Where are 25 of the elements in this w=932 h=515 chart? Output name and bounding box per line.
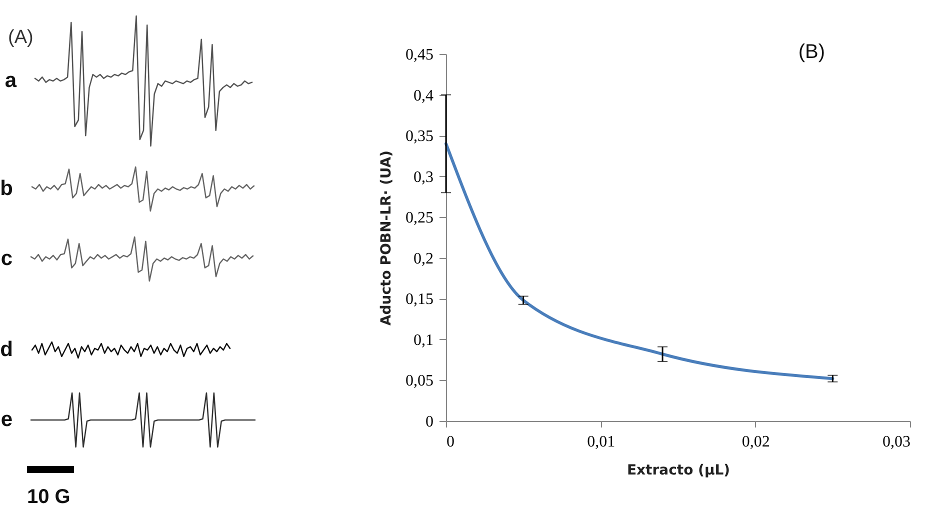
- text: b: [0, 177, 13, 200]
- text: e: [0, 408, 13, 431]
- chart-title: d: [0, 338, 13, 361]
- y-tick-label: 0,4: [414, 87, 434, 104]
- y-tick-label: 0,3: [414, 168, 434, 186]
- x-tick-label: 0,01: [587, 434, 616, 450]
- y-tick-label: 0,05: [406, 372, 434, 390]
- text: c: [0, 247, 13, 270]
- y-tick-label: 0,45: [406, 46, 434, 64]
- line-series: [444, 142, 834, 380]
- x-axis-title: Extracto (µL): [626, 462, 730, 478]
- y-tick-label: 0,25: [406, 210, 434, 227]
- y-tick-label: 0,15: [406, 291, 434, 308]
- chart-title: (B): [798, 41, 825, 63]
- x-tick-label: 0,03: [882, 434, 910, 450]
- x-tick-label: 0,02: [742, 434, 770, 450]
- text: a: [4, 69, 17, 92]
- y-tick-label: 0: [426, 414, 434, 430]
- y-tick-label: 0,35: [406, 128, 434, 146]
- y-tick-label: 0,2: [414, 250, 434, 268]
- x-tick-label: 0: [446, 434, 454, 450]
- y-tick-label: 0,1: [414, 332, 434, 349]
- text: 10 G: [27, 486, 70, 509]
- y-axis-title: Aducto POBN-LR· (UA): [378, 150, 394, 326]
- annotation: (A): [8, 27, 34, 49]
